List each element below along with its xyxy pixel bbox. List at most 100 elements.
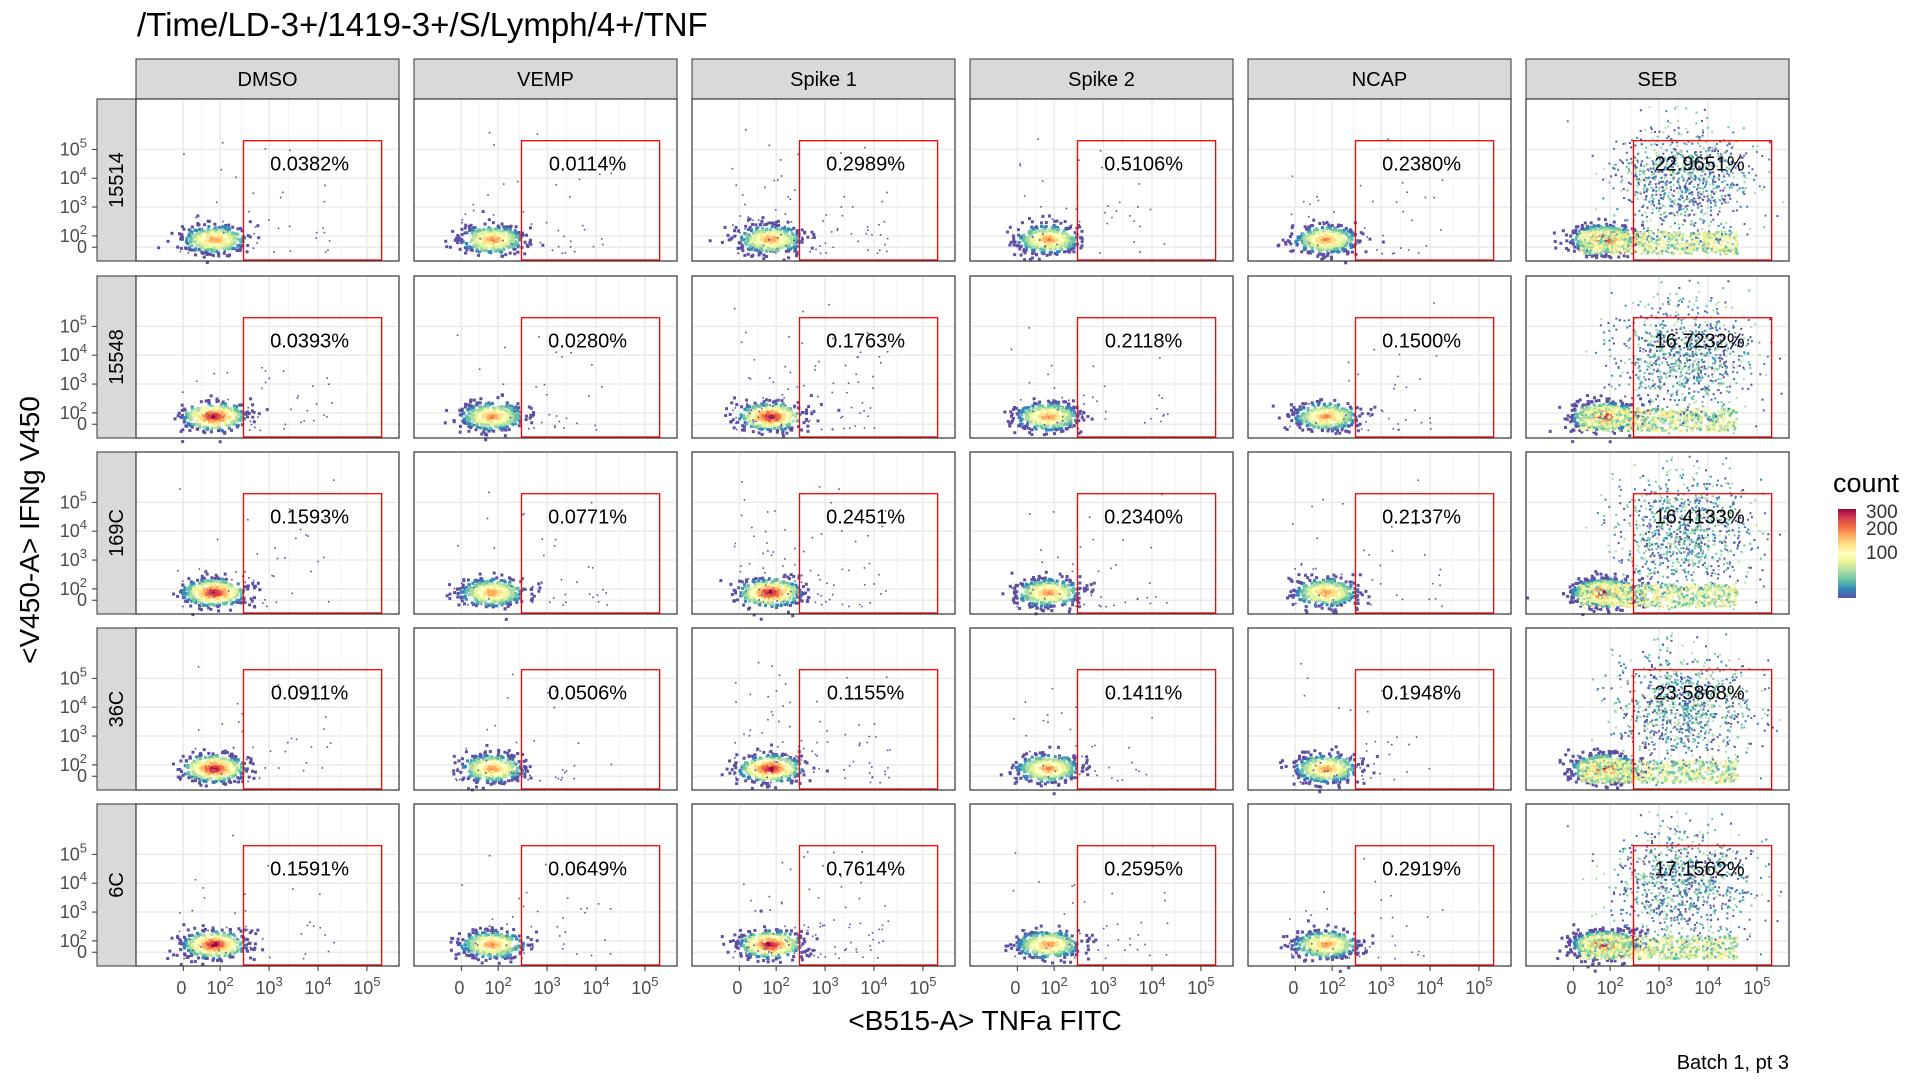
density-point [736,246,740,250]
density-point [1733,238,1737,241]
density-point [1660,146,1663,149]
density-point [468,228,472,232]
density-point [1300,241,1304,245]
density-point [1697,142,1700,145]
density-point [1300,250,1304,254]
density-point [1678,187,1681,190]
density-point [204,239,208,243]
density-point [502,183,505,185]
density-point [1565,233,1569,237]
density-point [223,235,227,239]
density-point [1043,229,1047,233]
density-point [1034,253,1038,257]
density-point [1595,208,1598,211]
density-point [790,231,794,235]
density-point [1662,230,1666,234]
density-point [475,229,479,233]
density-point [733,229,737,233]
density-point [1024,238,1028,242]
density-point [748,225,752,229]
density-point [1649,167,1652,170]
density-point [1728,194,1731,197]
density-point [226,240,230,244]
density-point [759,233,763,237]
density-point [526,245,530,249]
density-point [1572,249,1576,253]
density-point [1688,177,1691,180]
density-point [1711,147,1714,150]
density-point [731,167,734,170]
density-point [215,250,219,254]
density-point [1713,175,1716,178]
density-point [1700,187,1703,190]
density-point [1748,171,1751,174]
density-point [819,252,822,255]
density-point [1366,236,1368,239]
density-point [1319,235,1323,239]
panel-border [135,98,400,262]
density-point [324,184,326,187]
density-point [812,235,816,239]
density-point [198,238,202,242]
density-point [1638,173,1641,176]
density-point [205,230,209,234]
density-point [1659,197,1662,200]
density-point [1074,243,1078,247]
density-point [1552,231,1556,235]
density-point [1702,199,1705,202]
density-point [220,228,224,232]
density-point [490,241,494,245]
density-point [1323,255,1327,259]
density-point [1745,152,1748,155]
density-point [1073,238,1077,242]
density-point [1723,179,1726,182]
density-point [1326,252,1330,256]
density-point [476,241,480,245]
gate-percentage-label: 22.9651% [1655,153,1745,175]
density-point [1685,107,1688,110]
density-point [1636,198,1639,201]
density-point [1554,246,1558,250]
density-point [867,229,869,232]
density-point [1690,246,1693,249]
density-point [1666,246,1670,250]
y-tick-label: 105 [60,135,87,159]
density-point [1315,247,1319,251]
density-point [1118,201,1121,204]
density-point [217,233,221,237]
density-point [766,235,770,239]
density-point [1580,224,1584,228]
density-point [1673,251,1676,254]
density-point [216,242,220,246]
density-point [1331,250,1335,254]
density-point [1735,240,1739,243]
density-point [1608,223,1612,227]
density-point [1735,231,1739,234]
density-point [1728,229,1731,232]
density-point [1727,252,1730,255]
density-point [1768,158,1771,161]
density-point [205,245,209,249]
density-point [1611,241,1615,245]
density-point [486,227,490,231]
density-point [190,248,194,252]
density-point [750,237,754,241]
density-point [1614,247,1617,251]
density-point [178,232,182,236]
density-point [578,178,581,181]
density-point [785,234,789,238]
density-point [1029,242,1033,246]
density-point [1021,239,1025,243]
density-point [780,233,782,236]
density-point [1597,237,1601,241]
density-point [451,229,455,233]
density-point [176,245,180,249]
density-point [1063,234,1067,238]
density-point [1662,219,1665,222]
density-point [1624,243,1627,246]
density-point [201,239,205,243]
density-point [1622,244,1625,248]
density-point [288,225,291,228]
density-point [745,236,749,240]
density-point [1312,239,1316,243]
